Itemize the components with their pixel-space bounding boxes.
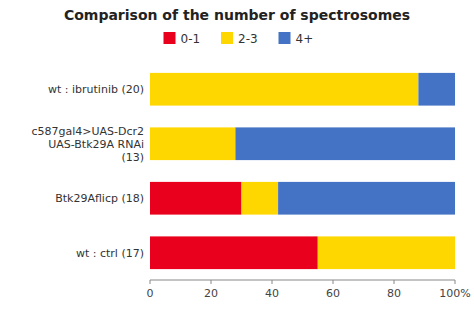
x-tick [455,280,456,284]
legend-item: 0-1 [164,32,201,46]
legend-label: 4+ [296,32,314,46]
x-tick [211,280,212,284]
x-tick [333,280,334,284]
category-label: c587gal4>UAS-Dcr2UAS-Btk29A RNAi(13) [31,125,144,164]
x-axis-line [150,280,455,281]
legend-swatch [279,32,291,44]
legend-label: 2-3 [238,32,258,46]
x-tick [150,280,151,284]
bar-segment [150,236,318,269]
bar-segment [278,182,455,215]
chart: Comparison of the number of spectrosomes… [0,0,474,310]
legend-label: 0-1 [181,32,201,46]
x-tick-label: 60 [326,287,340,300]
legend-item: 2-3 [221,32,258,46]
bar-segment [235,127,455,160]
legend-swatch [221,32,233,44]
x-tick-label: 0 [147,287,154,300]
bar-segment [455,236,456,269]
bar-segment [418,73,455,106]
title: Comparison of the number of spectrosomes [64,7,410,23]
category-label: wt : ctrl (17) [76,247,144,260]
bars [150,73,455,269]
x-tick-label: 40 [265,287,279,300]
bar-segment [150,127,235,160]
category-label: Btk29Aflicp (18) [55,192,144,205]
x-tick-label: 100% [439,287,470,300]
legend-item: 4+ [279,32,314,46]
bar-segment [318,236,455,269]
bar-segment [242,182,279,215]
legend-swatch [164,32,176,44]
x-tick [272,280,273,284]
legend: 0-1 2-3 4+ [164,32,314,46]
bar-segment [150,73,418,106]
x-tick-label: 20 [204,287,218,300]
x-tick-label: 80 [387,287,401,300]
category-label: wt : ibrutinib (20) [48,83,144,96]
bar-segment [150,182,242,215]
x-tick [394,280,395,284]
